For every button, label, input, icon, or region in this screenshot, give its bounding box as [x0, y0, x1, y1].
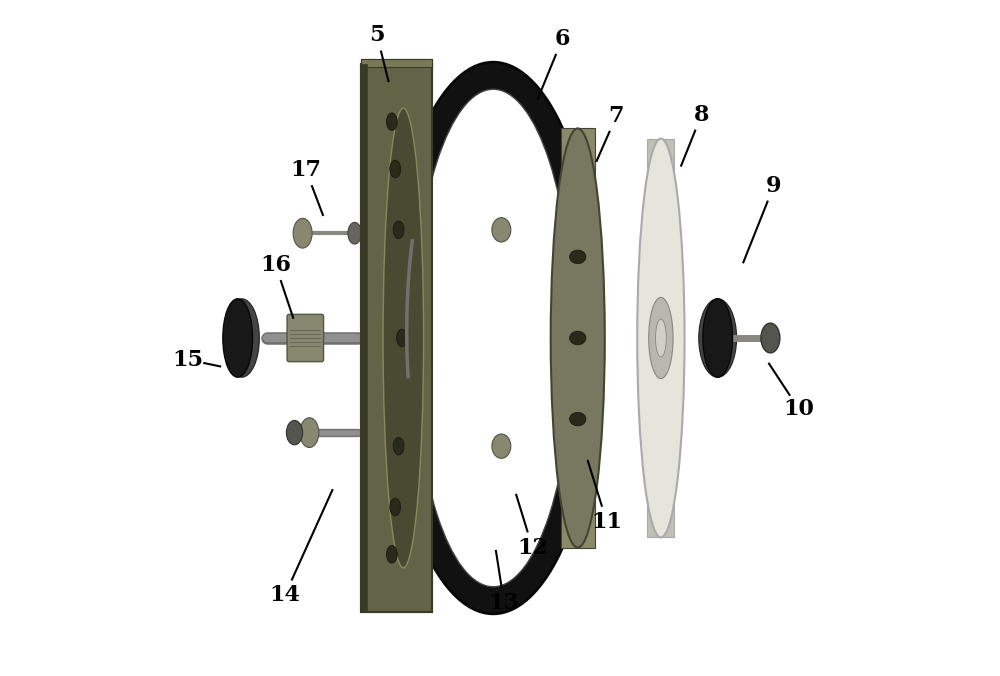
Ellipse shape [390, 498, 401, 516]
Text: 10: 10 [783, 398, 814, 420]
Ellipse shape [570, 412, 586, 426]
Ellipse shape [570, 250, 586, 264]
Text: 7: 7 [609, 105, 624, 127]
Ellipse shape [390, 160, 401, 178]
FancyBboxPatch shape [361, 59, 432, 67]
Ellipse shape [655, 319, 666, 357]
FancyBboxPatch shape [361, 64, 367, 612]
Ellipse shape [293, 218, 312, 248]
Text: 8: 8 [694, 104, 709, 126]
Ellipse shape [397, 329, 407, 347]
Text: 13: 13 [489, 592, 519, 614]
Ellipse shape [386, 113, 397, 130]
FancyBboxPatch shape [647, 139, 674, 537]
FancyBboxPatch shape [561, 128, 595, 548]
Ellipse shape [383, 108, 424, 568]
Text: 11: 11 [591, 511, 622, 533]
Ellipse shape [224, 299, 259, 377]
Ellipse shape [649, 297, 673, 379]
Ellipse shape [386, 546, 397, 563]
FancyBboxPatch shape [361, 64, 432, 612]
Ellipse shape [397, 329, 407, 347]
Ellipse shape [386, 113, 397, 130]
Ellipse shape [300, 418, 319, 448]
Ellipse shape [703, 299, 733, 377]
FancyBboxPatch shape [361, 59, 432, 67]
Text: 12: 12 [517, 537, 548, 558]
Text: 14: 14 [270, 584, 300, 606]
Ellipse shape [699, 299, 737, 377]
Ellipse shape [386, 546, 397, 563]
Ellipse shape [393, 437, 404, 455]
Ellipse shape [761, 323, 780, 353]
FancyBboxPatch shape [287, 314, 324, 362]
Text: 9: 9 [766, 175, 782, 197]
Ellipse shape [492, 218, 511, 242]
Ellipse shape [390, 160, 401, 178]
Ellipse shape [383, 108, 424, 568]
Ellipse shape [570, 331, 586, 345]
Ellipse shape [386, 62, 600, 614]
Ellipse shape [413, 89, 573, 587]
Text: 16: 16 [260, 254, 291, 276]
Ellipse shape [348, 222, 361, 244]
Text: 15: 15 [172, 349, 203, 370]
Ellipse shape [393, 437, 404, 455]
Ellipse shape [393, 221, 404, 239]
FancyBboxPatch shape [361, 64, 367, 612]
FancyBboxPatch shape [361, 64, 432, 612]
Text: 5: 5 [369, 24, 385, 46]
Ellipse shape [223, 299, 253, 377]
Text: 6: 6 [554, 28, 570, 50]
Ellipse shape [637, 139, 685, 537]
Ellipse shape [551, 128, 605, 548]
Ellipse shape [492, 434, 511, 458]
Text: 17: 17 [290, 160, 321, 181]
Ellipse shape [393, 221, 404, 239]
Ellipse shape [286, 420, 303, 445]
Ellipse shape [390, 498, 401, 516]
